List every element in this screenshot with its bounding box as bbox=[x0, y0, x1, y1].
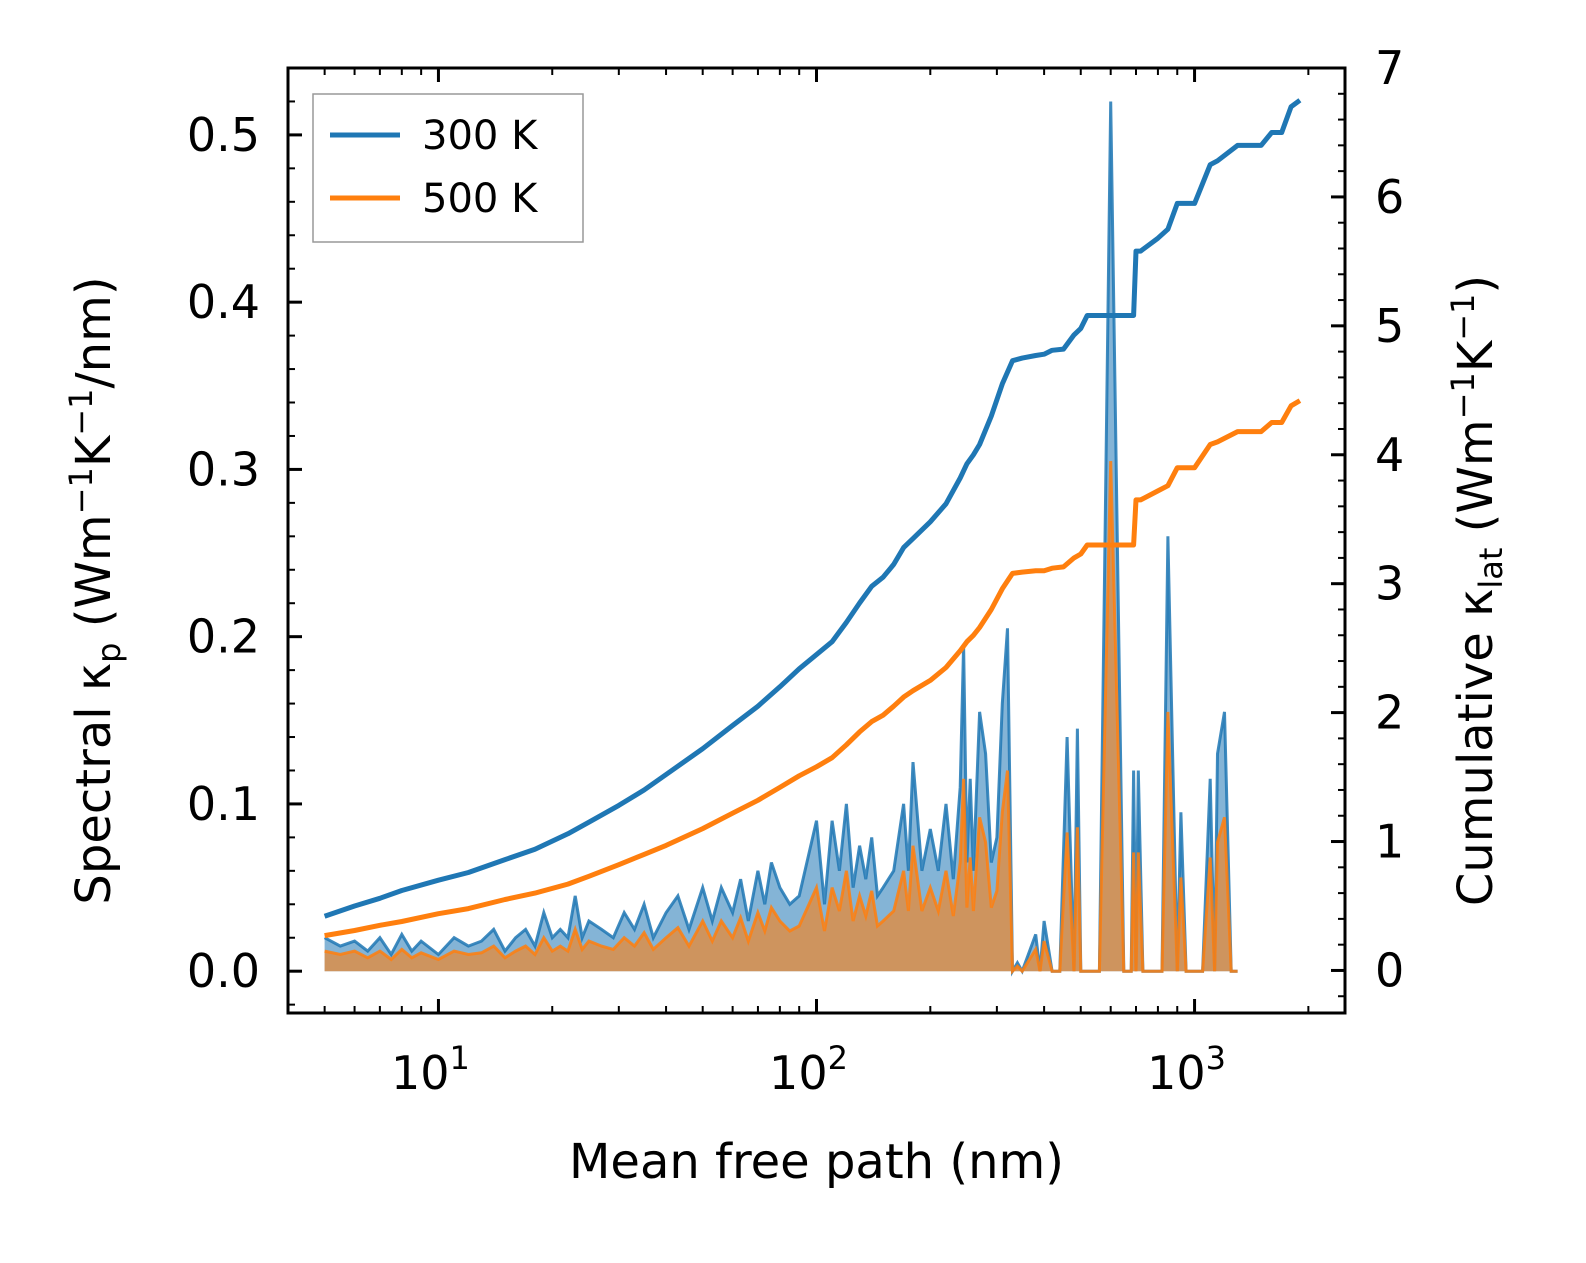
legend: 300 K 500 K bbox=[312, 93, 584, 243]
right-tick-label: 6 bbox=[1375, 170, 1404, 224]
right-label-sub: lat bbox=[1472, 548, 1510, 589]
legend-label-300k: 300 K bbox=[422, 113, 539, 159]
x-axis-label: Mean free path (nm) bbox=[569, 1134, 1064, 1190]
right-tick-label: 0 bbox=[1375, 943, 1404, 997]
x-tick-label: 103 bbox=[1147, 1039, 1226, 1100]
x-tick-exp: 3 bbox=[1206, 1039, 1226, 1077]
cumulative-line-1 bbox=[324, 398, 1302, 939]
right-label-main: Cumulative κ bbox=[1448, 589, 1504, 907]
x-tick-base: 10 bbox=[391, 1046, 450, 1100]
x-tick-base: 10 bbox=[769, 1046, 828, 1100]
left-y-axis-label: Spectral κp (Wm−1K−1/nm) bbox=[62, 276, 128, 904]
cumulative-line-0 bbox=[323, 98, 1302, 919]
left-tick-label: 0.1 bbox=[187, 777, 260, 831]
right-label-exp1: −1 bbox=[1444, 372, 1482, 419]
right-tick-label: 2 bbox=[1375, 686, 1404, 740]
x-tick-label: 101 bbox=[391, 1039, 470, 1100]
spectral-line-1 bbox=[324, 461, 1238, 975]
x-tick-exp: 2 bbox=[828, 1039, 848, 1077]
left-label-main: Spectral κ bbox=[66, 663, 122, 905]
legend-box bbox=[312, 93, 584, 243]
spectral-fills bbox=[323, 101, 1238, 977]
cumulative-lines bbox=[323, 98, 1302, 939]
left-label-unit-post: /nm) bbox=[66, 276, 122, 388]
legend-label-500k: 500 K bbox=[422, 176, 539, 222]
left-tick-label: 0.3 bbox=[187, 442, 260, 496]
right-y-axis-label: Cumulative κlat (Wm−1K−1) bbox=[1444, 275, 1510, 906]
left-label-exp1: −1 bbox=[62, 467, 100, 514]
right-label-unit-post: ) bbox=[1448, 275, 1504, 294]
left-label-exp2: −1 bbox=[62, 389, 100, 436]
right-tick-label: 1 bbox=[1375, 815, 1404, 869]
right-label-unit-mid: K bbox=[1448, 339, 1504, 372]
left-label-unit-pre: (Wm bbox=[66, 514, 122, 642]
x-tick-exp: 1 bbox=[450, 1039, 470, 1077]
right-label-exp2: −1 bbox=[1444, 294, 1482, 341]
right-tick-label: 5 bbox=[1375, 299, 1404, 353]
right-tick-label: 7 bbox=[1375, 41, 1404, 95]
left-label-sub: p bbox=[90, 643, 128, 663]
left-tick-label: 0.4 bbox=[187, 275, 260, 329]
left-label-unit-mid: K bbox=[66, 434, 122, 467]
x-tick-label: 102 bbox=[769, 1039, 848, 1100]
left-tick-label: 0.5 bbox=[187, 108, 260, 162]
right-tick-label: 3 bbox=[1375, 557, 1404, 611]
x-tick-base: 10 bbox=[1147, 1046, 1206, 1100]
left-tick-label: 0.2 bbox=[187, 610, 260, 664]
right-tick-label: 4 bbox=[1375, 428, 1404, 482]
left-tick-label: 0.0 bbox=[187, 944, 260, 998]
right-label-unit-pre: (Wm bbox=[1448, 419, 1504, 547]
